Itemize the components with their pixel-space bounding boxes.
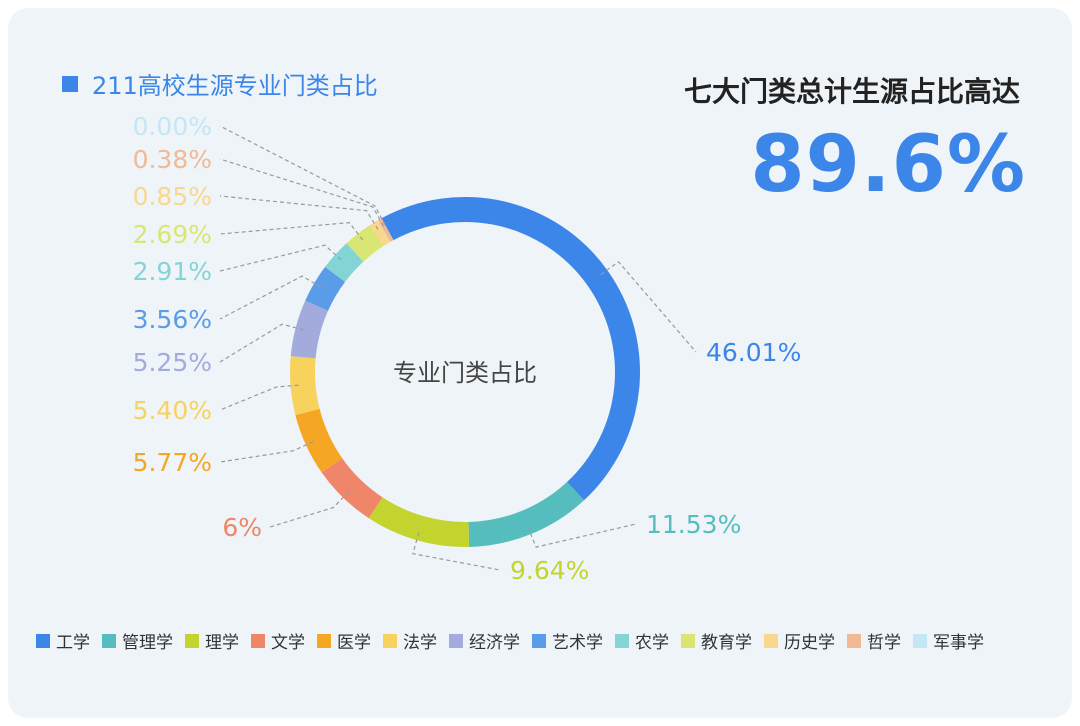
donut-slice-8 bbox=[325, 243, 364, 282]
data-label-8: 2.91% bbox=[133, 257, 212, 286]
legend-item: 管理学 bbox=[102, 628, 173, 653]
donut-slice-6 bbox=[290, 300, 329, 359]
donut-slice-7 bbox=[305, 266, 346, 311]
legend-swatch-icon bbox=[532, 633, 546, 648]
chart-card: 211高校生源专业门类占比 七大门类总计生源占比高达 89.6% bbox=[8, 8, 1072, 718]
legend-item: 经济学 bbox=[449, 628, 520, 653]
headline-text: 七大门类总计生源占比高达 bbox=[683, 75, 1020, 108]
leader-line-6 bbox=[219, 323, 304, 363]
legend-label: 教育学 bbox=[701, 633, 752, 653]
legend-label: 文学 bbox=[271, 633, 305, 653]
legend-label: 法学 bbox=[403, 633, 437, 653]
legend-item: 历史学 bbox=[764, 628, 835, 653]
data-label-5: 5.40% bbox=[133, 396, 212, 425]
data-label-2: 9.64% bbox=[510, 556, 589, 585]
legend-swatch-icon bbox=[185, 633, 199, 648]
headline-big-value: 89.6% bbox=[750, 120, 1026, 210]
donut-center-label: 专业门类占比 bbox=[393, 359, 537, 387]
data-label-11: 0.38% bbox=[133, 145, 212, 174]
data-label-3: 6% bbox=[222, 513, 262, 542]
leader-line-9 bbox=[219, 221, 364, 241]
data-label-6: 5.25% bbox=[133, 348, 212, 377]
legend-label: 哲学 bbox=[867, 633, 901, 653]
legend-item: 文学 bbox=[251, 628, 305, 653]
data-label-9: 2.69% bbox=[133, 220, 212, 249]
legend-label: 农学 bbox=[635, 633, 669, 653]
legend-swatch-icon bbox=[681, 633, 695, 648]
legend-swatch-icon bbox=[36, 633, 50, 648]
data-label-12: 0.00% bbox=[133, 112, 212, 141]
legend-item: 哲学 bbox=[847, 628, 901, 653]
donut-slice-9 bbox=[346, 225, 384, 262]
data-label-10: 0.85% bbox=[133, 182, 212, 211]
legend-swatch-icon bbox=[449, 633, 463, 648]
leader-line-3 bbox=[269, 491, 350, 528]
legend-swatch-icon bbox=[615, 633, 629, 648]
legend-label: 历史学 bbox=[784, 633, 835, 653]
legend-item: 教育学 bbox=[681, 628, 752, 653]
legend-item: 医学 bbox=[317, 628, 371, 653]
legend-swatch-icon bbox=[847, 633, 861, 648]
legend-label: 军事学 bbox=[933, 633, 984, 653]
legend-swatch-icon bbox=[764, 633, 778, 648]
legend-item: 法学 bbox=[383, 628, 437, 653]
leader-line-7 bbox=[219, 275, 322, 320]
leader-line-2 bbox=[412, 532, 501, 571]
legend-swatch-icon bbox=[251, 633, 265, 648]
donut-slice-5 bbox=[290, 356, 320, 416]
donut-slice-4 bbox=[295, 408, 343, 473]
legend-label: 艺术学 bbox=[552, 633, 603, 653]
legend-swatch-icon bbox=[913, 633, 927, 648]
donut-slice-0 bbox=[381, 196, 640, 501]
legend-label: 医学 bbox=[337, 633, 371, 653]
donut-slice-10 bbox=[369, 220, 391, 247]
donut-slice-1 bbox=[468, 481, 585, 547]
donut-slice-3 bbox=[321, 458, 383, 519]
leader-line-8 bbox=[219, 244, 342, 272]
chart-title: 211高校生源专业门类占比 bbox=[92, 72, 378, 100]
data-label-7: 3.56% bbox=[133, 305, 212, 334]
data-label-1: 11.53% bbox=[646, 510, 741, 539]
legend-label: 工学 bbox=[56, 633, 90, 653]
chart-legend: 工学 管理学 理学 文学 医学 法学 经济学 艺术学 农学 教育学 历史学 哲学 军事学 bbox=[36, 628, 996, 653]
legend-label: 管理学 bbox=[122, 633, 173, 653]
legend-item: 农学 bbox=[615, 628, 669, 653]
donut-slice-2 bbox=[368, 497, 470, 547]
legend-swatch-icon bbox=[102, 633, 116, 648]
legend-item: 艺术学 bbox=[532, 628, 603, 653]
leader-line-11 bbox=[219, 158, 385, 227]
leader-line-5 bbox=[219, 384, 299, 411]
title-square-icon bbox=[62, 75, 78, 92]
legend-swatch-icon bbox=[383, 633, 397, 648]
leader-line-4 bbox=[219, 441, 314, 463]
legend-item: 理学 bbox=[185, 628, 239, 653]
legend-label: 理学 bbox=[205, 633, 239, 653]
legend-item: 军事学 bbox=[913, 628, 984, 653]
chart-title-wrap: 211高校生源专业门类占比 bbox=[62, 66, 378, 101]
leader-line-10 bbox=[219, 195, 379, 230]
leader-line-12 bbox=[219, 125, 386, 226]
leader-line-1 bbox=[527, 523, 637, 548]
legend-label: 经济学 bbox=[469, 633, 520, 653]
data-label-4: 5.77% bbox=[133, 448, 212, 477]
leader-line-0 bbox=[600, 260, 697, 353]
legend-swatch-icon bbox=[317, 633, 331, 648]
legend-item: 工学 bbox=[36, 628, 90, 653]
data-label-0: 46.01% bbox=[706, 338, 801, 367]
